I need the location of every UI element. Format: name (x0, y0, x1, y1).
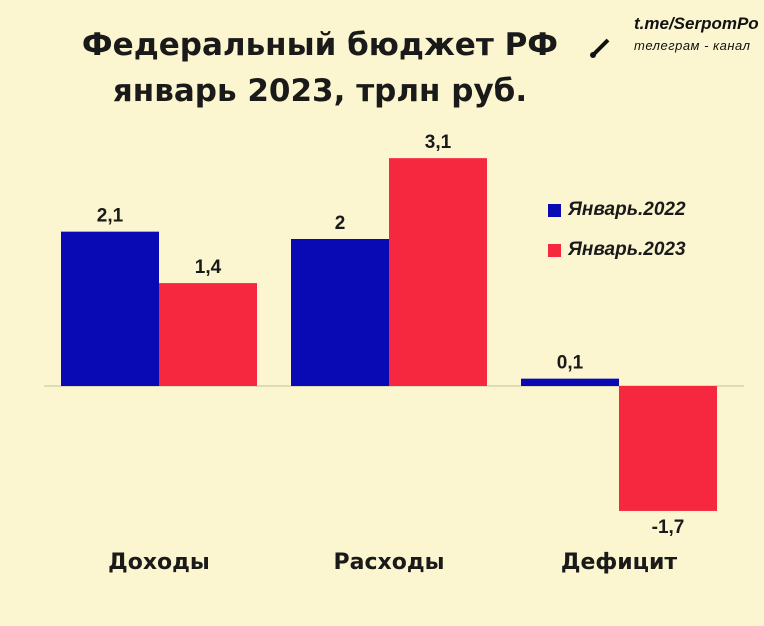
data-label-2023-1: 3,1 (425, 132, 452, 153)
legend: Январь.2022 Январь.2023 (548, 190, 686, 270)
data-label-2022-1: 2 (335, 213, 346, 234)
data-label-2022-2: 0,1 (557, 353, 584, 374)
legend-swatch-2022 (548, 203, 561, 217)
data-label-2023-2: -1,7 (652, 517, 685, 538)
category-label-1: Расходы (334, 550, 445, 575)
chart-title-line-2: январь 2023, трлн руб. (112, 73, 528, 109)
sickle-moon-icon (590, 10, 631, 58)
legend-item-2023: Январь.2023 (548, 230, 686, 270)
bar-2022-0 (61, 231, 159, 386)
chart-title: Федеральный бюджет РФ январь 2023, трлн … (40, 22, 600, 114)
brand-url: t.me/SerpomPo (634, 14, 759, 33)
bar-2022-1 (291, 239, 389, 386)
legend-label-2023: Январь.2023 (568, 239, 686, 260)
legend-item-2022: Январь.2022 (548, 190, 686, 230)
bar-2023-0 (159, 283, 257, 386)
category-label-2: Дефицит (561, 550, 677, 575)
data-label-2023-0: 1,4 (195, 257, 222, 278)
legend-swatch-2023 (548, 243, 561, 257)
category-label-0: Доходы (108, 550, 210, 575)
data-label-2022-0: 2,1 (97, 206, 124, 227)
bar-2023-2 (619, 386, 717, 511)
chart-title-line-1: Федеральный бюджет РФ (81, 27, 559, 63)
legend-label-2022: Январь.2022 (568, 199, 686, 220)
brand-watermark: t.me/SerpomPo телеграм - канал (588, 6, 760, 66)
brand-subtitle: телеграм - канал (634, 38, 751, 53)
bar-2023-1 (389, 158, 487, 386)
bar-2022-2 (521, 378, 619, 386)
